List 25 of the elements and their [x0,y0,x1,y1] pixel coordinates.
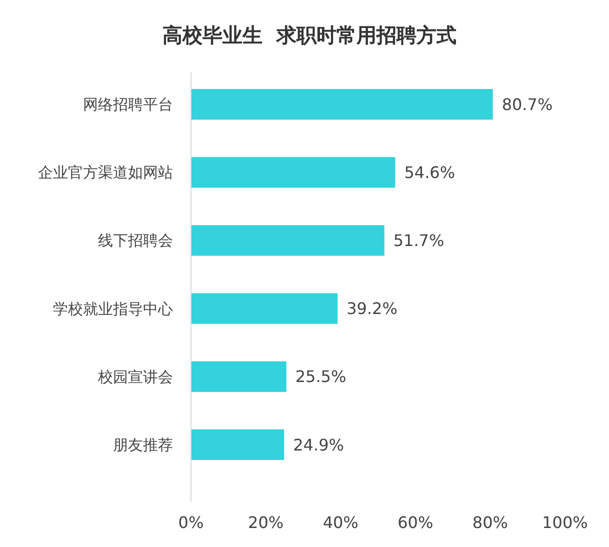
data-label: 54.6% [404,163,456,182]
bar [191,157,396,188]
y-tick-label: 朋友推荐 [113,436,173,454]
chart-title: 高校毕业生 求职时常用招聘方式 [162,23,456,47]
y-tick-label: 线下招聘会 [98,232,173,250]
bar [191,225,384,256]
bar [191,293,338,324]
bar [191,429,284,460]
x-tick-label: 80% [472,513,508,532]
y-tick-label: 学校就业指导中心 [53,300,173,318]
x-tick-label: 100% [542,513,588,532]
x-tick-label: 60% [398,513,434,532]
data-label: 51.7% [393,231,444,250]
data-label: 25.5% [295,367,346,386]
y-tick-label: 校园宣讲会 [97,368,173,386]
bar [191,89,493,120]
x-tick-label: 20% [248,513,284,532]
x-tick-label: 40% [322,513,358,532]
data-label: 39.2% [346,299,398,318]
y-tick-label: 网络招聘平台 [83,96,173,114]
data-label: 80.7% [502,94,553,114]
y-tick-label: 企业官方渠道如网站 [38,164,173,182]
data-label: 24.9% [293,435,344,454]
x-tick-label: 0% [178,513,204,532]
bar [191,361,286,392]
